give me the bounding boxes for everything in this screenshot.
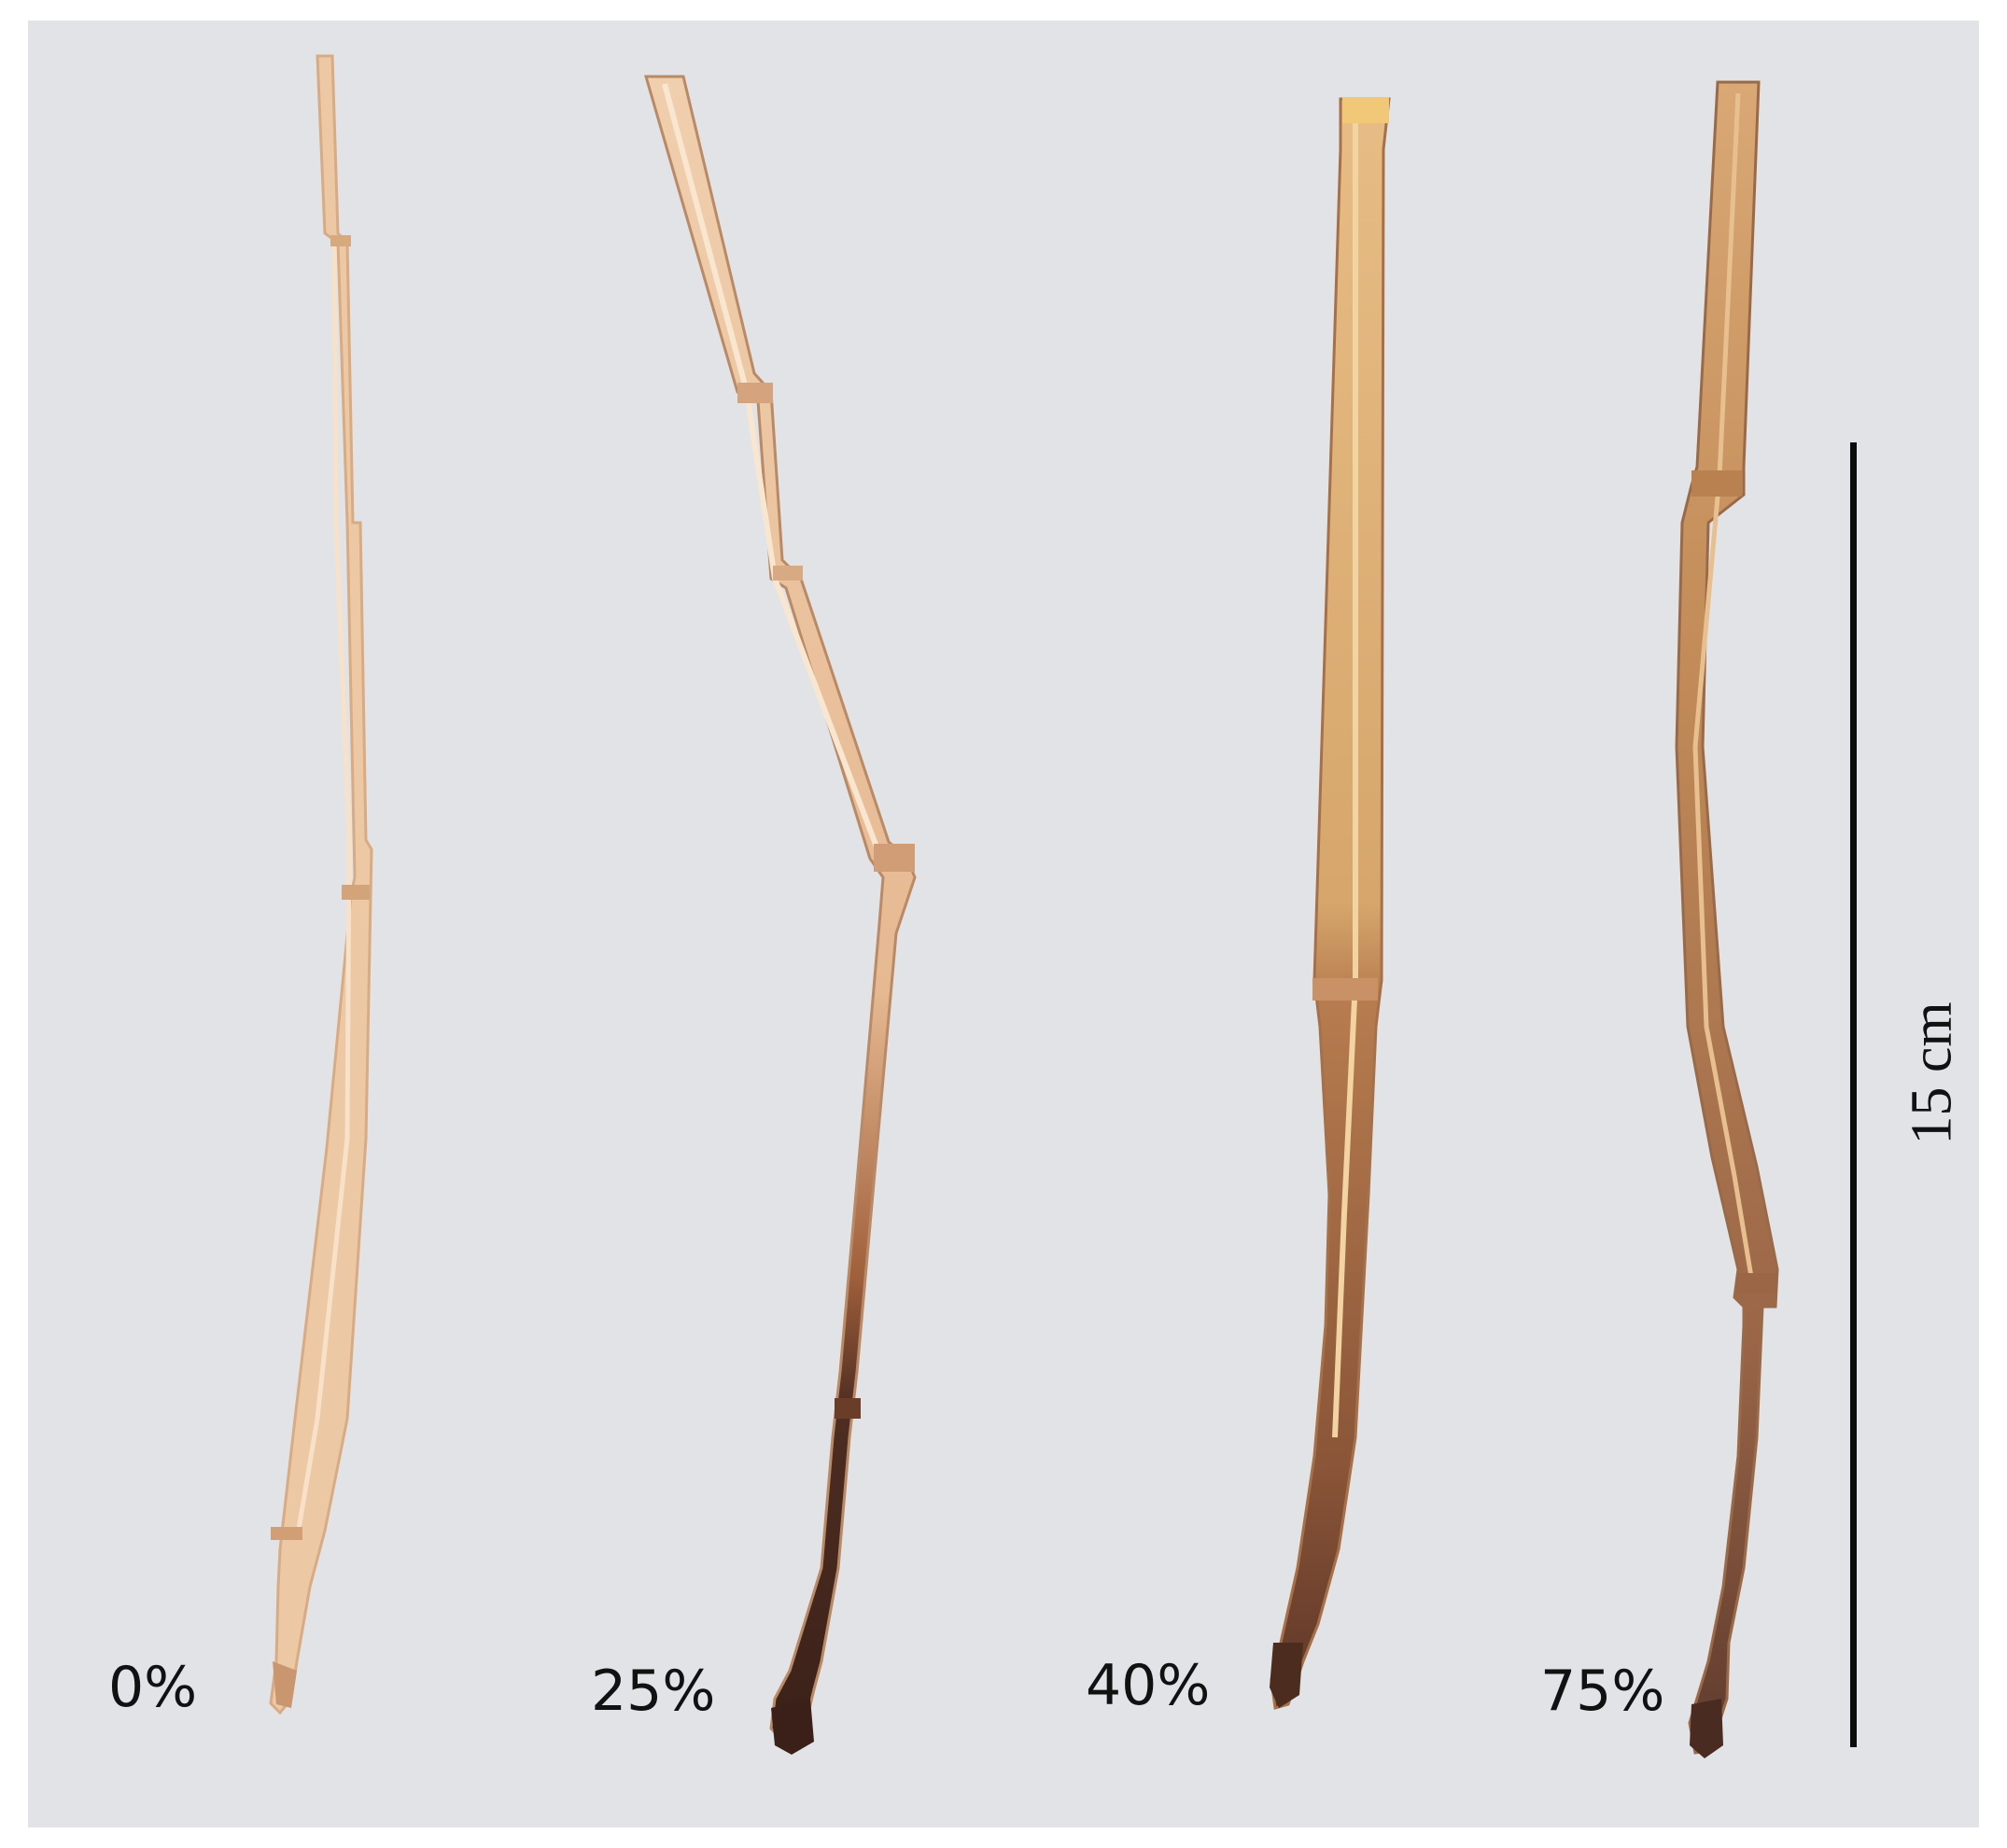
sample-label-40: 40% [1086, 1653, 1211, 1718]
stem-0-percent [269, 54, 373, 1715]
stem-40-percent [1270, 97, 1391, 1710]
stem-75-percent [1675, 80, 1779, 1758]
sample-label-25: 25% [591, 1659, 716, 1724]
sample-label-0: 0% [108, 1655, 198, 1720]
stem-25-percent [644, 75, 917, 1755]
scale-bar [1850, 442, 1857, 1747]
scale-bar-label: 15 cm [1900, 1001, 1964, 1145]
sample-label-75: 75% [1540, 1659, 1665, 1724]
